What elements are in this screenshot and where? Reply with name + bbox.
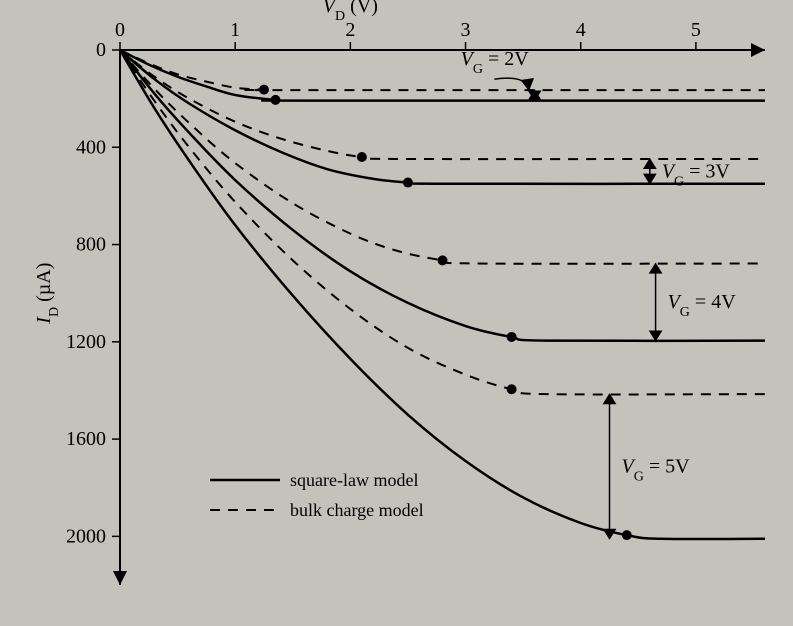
- anno-label-0: VG = 2V: [461, 48, 530, 77]
- curve-solid-vg2: [120, 50, 765, 101]
- sat-dot-dash-vg3: [357, 152, 367, 162]
- sat-dot-dash-vg5: [507, 384, 517, 394]
- sat-dot-dash-vg4: [438, 255, 448, 265]
- sat-dot-solid-vg2: [270, 95, 280, 105]
- x-tick-label: 5: [691, 19, 701, 41]
- x-tick-label: 2: [345, 19, 355, 41]
- arrowhead: [644, 174, 656, 184]
- y-tick-label: 1200: [66, 331, 106, 353]
- y-tick-label: 2000: [66, 525, 106, 547]
- curve-dash-vg4: [120, 50, 765, 264]
- anno-label-2: VG = 4V: [668, 291, 737, 320]
- y-tick-label: 400: [76, 136, 106, 158]
- x-tick-label: 1: [230, 19, 240, 41]
- arrowhead: [650, 264, 662, 274]
- sat-dot-solid-vg3: [403, 178, 413, 188]
- sat-dot-solid-vg4: [507, 332, 517, 342]
- anno-label-3: VG = 5V: [622, 455, 691, 484]
- svg-text:ID (µA): ID (µA): [33, 263, 62, 325]
- id-vd-chart: 012345VD (V)0400800120016002000ID (µA)sq…: [0, 0, 793, 626]
- x-tick-label: 3: [461, 19, 471, 41]
- arrowhead: [604, 529, 616, 539]
- x-axis-arrow: [751, 43, 765, 57]
- arrowhead: [644, 159, 656, 169]
- arrowhead: [604, 394, 616, 404]
- curve-dash-vg3: [120, 50, 765, 159]
- x-tick-label: 4: [576, 19, 586, 41]
- y-tick-label: 1600: [66, 428, 106, 450]
- y-tick-label: 0: [96, 39, 106, 61]
- y-tick-label: 800: [76, 234, 106, 256]
- arrowhead: [650, 331, 662, 341]
- y-axis-arrow: [113, 571, 127, 585]
- sat-dot-dash-vg2: [259, 85, 269, 95]
- sat-dot-solid-vg5: [622, 530, 632, 540]
- curve-dash-vg2: [120, 50, 765, 90]
- anno-pointer-arrow-0: [521, 79, 533, 91]
- legend-label-solid: square-law model: [290, 470, 418, 490]
- legend-label-dash: bulk charge model: [290, 500, 424, 520]
- x-tick-label: 0: [115, 19, 125, 41]
- y-axis-label: ID (µA): [33, 263, 62, 325]
